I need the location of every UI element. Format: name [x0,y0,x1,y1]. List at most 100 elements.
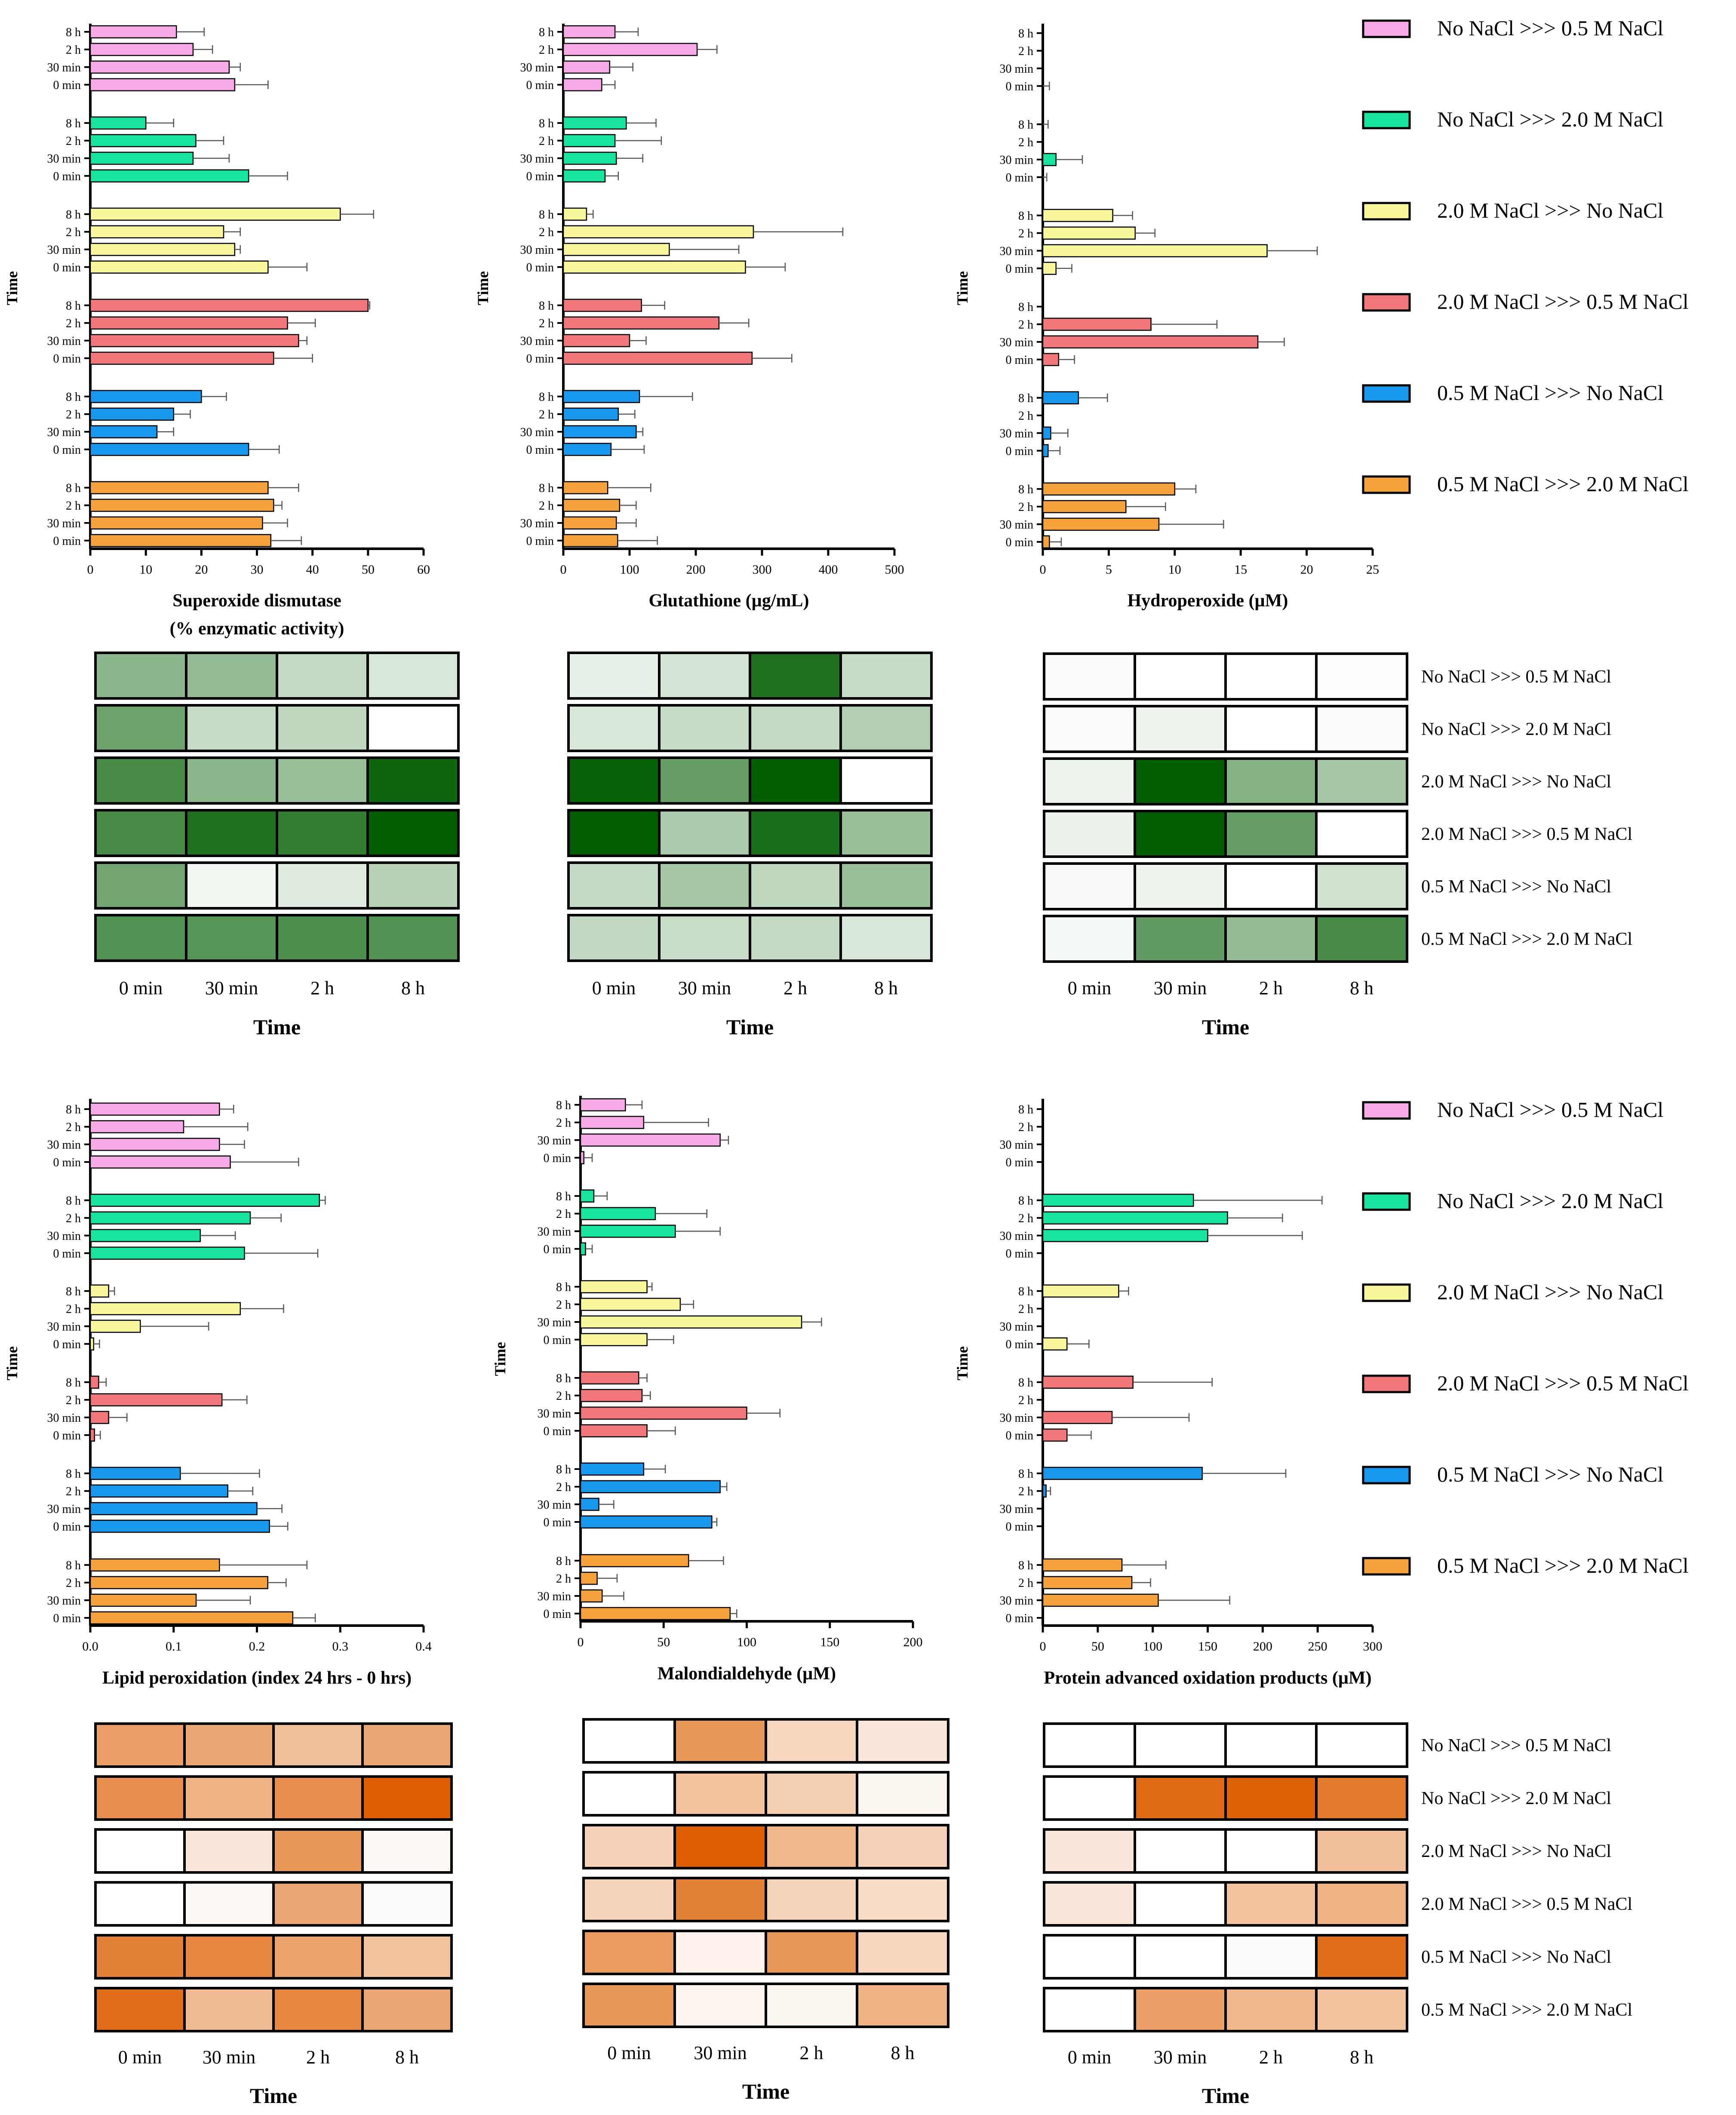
bar [580,1207,656,1220]
x-tick-label: 150 [1198,1639,1217,1654]
bar [89,225,224,239]
heatmap-cell [366,809,460,857]
y-tick-label: 0 min [526,170,554,183]
y-tick-label: 8 h [539,390,554,404]
heatmap-cell [1224,1828,1318,1874]
y-tick-label: 2 h [556,1572,571,1586]
heatmap-cell [658,914,751,962]
bar [89,207,341,221]
legend-swatch [1362,1283,1411,1302]
y-tick-label: 2 h [539,499,554,513]
heatmap-cell [276,914,369,962]
heatmap-cell [361,1934,453,1980]
y-tick-label: 8 h [539,482,554,495]
y-tick-label: 30 min [999,245,1033,258]
bar [1042,1593,1159,1607]
x-tick-label: 15 [1234,563,1247,577]
heatmap-row-label: 0.5 M NaCl >>> No NaCl [1421,1947,1611,1967]
y-tick-label: 30 min [537,1590,571,1603]
x-tick-label: 300 [753,563,772,577]
bar [89,1558,220,1572]
x-tick-label: 150 [820,1635,839,1649]
heatmap-cell [361,1881,453,1927]
y-tick-label: 8 h [1018,1194,1033,1208]
legend-label: 2.0 M NaCl >>> 0.5 M NaCl [1437,1371,1689,1395]
y-tick-label: 0 min [543,1516,571,1529]
bar [580,1515,713,1529]
heatmap-col-label: 2 h [310,978,334,999]
y-tick-label: 8 h [66,1376,81,1390]
heatmap-cell [1134,1828,1227,1874]
y-tick-label: 30 min [47,1320,81,1334]
heatmap-cell [1315,1987,1408,2032]
heatmap-col-label: 8 h [1350,2047,1373,2068]
y-tick-label: 2 h [66,408,81,421]
heatmap-cell [1315,652,1408,701]
bar [580,1497,599,1511]
y-tick-label: 2 h [1018,1121,1033,1134]
y-tick-label: 0 min [53,79,81,92]
y-tick-label: 8 h [556,1281,571,1294]
y-tick-label: 30 min [537,1225,571,1239]
bar [1042,426,1051,440]
y-tick-label: 0 min [1005,171,1033,184]
legend-swatch [1362,1101,1411,1120]
heatmap-cell [94,756,187,805]
heatmap-cell [1315,757,1408,805]
heatmap-cell [673,1983,767,2028]
y-tick-label: 0 min [526,443,554,457]
bar [1042,1211,1228,1225]
bar [89,134,197,148]
bar [580,1315,802,1329]
heatmap-row-label: No NaCl >>> 0.5 M NaCl [1421,667,1611,687]
heatmap-cell [185,704,278,752]
heatmap-axis-title: Time [1202,2084,1249,2108]
heatmap-cell [1224,915,1318,963]
heatmap-col-label: 2 h [1259,978,1283,999]
heatmap-row-label: No NaCl >>> 2.0 M NaCl [1421,719,1611,739]
y-tick-label: 0 min [543,1608,571,1621]
bar [89,1484,228,1498]
y-tick-label: 8 h [556,1555,571,1568]
y-tick-label: 2 h [1018,318,1033,332]
y-tick-label: 8 h [1018,209,1033,223]
heatmap-cell [1224,1987,1318,2032]
heatmap-cell [658,756,751,805]
heatmap-cell [1043,810,1136,858]
heatmap-hm_sod: 0 min 30 min 2 h 8 h Time [94,652,460,1039]
y-tick-label: 8 h [539,299,554,313]
bar [89,390,202,403]
bar [1042,1576,1133,1589]
bar [89,1284,109,1298]
bar [562,443,612,456]
y-tick-label: 30 min [47,1594,81,1608]
heatmap-cell [567,756,661,805]
y-tick-label: 0 min [53,535,81,548]
heatmap-cell [1043,1722,1136,1768]
heatmap-row-label: 2.0 M NaCl >>> 0.5 M NaCl [1421,824,1632,844]
bar [562,25,616,39]
heatmap-cell [1315,810,1408,858]
bar [89,1593,197,1607]
heatmap-cell [567,861,661,910]
heatmap-axis-title: Time [742,2079,790,2103]
heatmap-cell [183,1722,275,1768]
legend-label: No NaCl >>> 0.5 M NaCl [1437,1097,1663,1122]
y-tick-label: 30 min [537,1407,571,1420]
heatmap-cell [765,1930,858,1975]
x-tick-label: 200 [1253,1639,1272,1654]
x-tick-label: 0.3 [332,1639,349,1654]
heatmap-cell [361,1987,453,2032]
heatmap-cell [1224,1775,1318,1821]
heatmap-cell [1134,1987,1227,2032]
heatmap-cell [582,1718,676,1764]
y-tick-label: 30 min [47,61,81,74]
y-tick-label: 8 h [1018,1559,1033,1572]
bar [562,351,753,365]
heatmap-axis-title: Time [1202,1015,1249,1039]
bar [89,1120,184,1134]
y-tick-label: 30 min [520,335,554,348]
y-tick-label: 0 min [526,535,554,548]
y-axis-title: Time [474,271,492,305]
